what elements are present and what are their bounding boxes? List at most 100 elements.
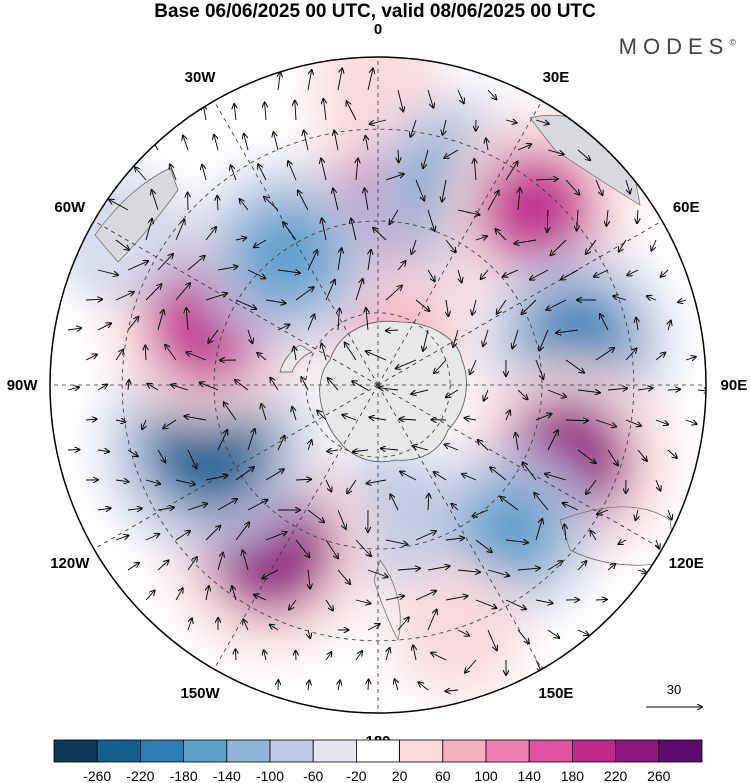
wind-vector-arrow — [265, 469, 284, 481]
wind-vector-arrow — [307, 509, 324, 522]
wind-vector-arrow — [547, 629, 559, 638]
wind-vector-arrow — [217, 196, 218, 211]
wind-vector-arrow — [595, 599, 607, 600]
wind-vector-arrow — [265, 300, 286, 303]
wind-vector-arrow — [397, 89, 403, 111]
wind-vector-arrow — [373, 228, 387, 241]
wind-vector-arrow — [342, 415, 357, 421]
colorbar-swatch — [485, 739, 530, 763]
wind-vector-arrow — [187, 504, 207, 511]
colorbar-swatch — [183, 739, 228, 763]
wind-vector-arrow — [505, 599, 526, 609]
wind-vector-arrow — [535, 119, 549, 124]
wind-vector-arrow — [661, 269, 669, 277]
wind-vector-arrow — [67, 387, 79, 390]
wind-vector-arrow — [595, 419, 616, 427]
wind-vector-arrow — [457, 570, 480, 572]
wind-vector-arrow — [517, 144, 531, 151]
wind-vector-arrow — [217, 430, 227, 451]
south-america-tip — [94, 167, 179, 263]
wind-vector-arrow — [415, 299, 429, 311]
wind-vector-arrow — [487, 569, 509, 576]
wind-vector-arrow — [337, 509, 346, 529]
wind-vector-arrow — [474, 159, 476, 181]
wind-vector-arrow — [427, 269, 435, 281]
wind-vector-arrow — [262, 569, 279, 578]
wind-vector-arrow — [577, 390, 600, 393]
wind-vector-arrow — [443, 119, 446, 135]
wind-vector-arrow — [550, 239, 567, 255]
anomaly-core — [478, 152, 594, 267]
wind-vector-arrow — [465, 659, 477, 673]
wind-vector-arrow — [258, 164, 267, 181]
wind-vector-arrow — [170, 165, 177, 181]
wind-vector-arrow — [446, 389, 459, 397]
wind-vector-arrow — [431, 653, 447, 661]
wind-vector-arrow — [273, 132, 279, 151]
colorbar-swatch — [226, 739, 271, 763]
wind-vector-arrow — [205, 475, 228, 481]
wind-vector-arrow — [338, 309, 339, 331]
wind-vector-arrow — [175, 479, 195, 484]
wind-vector-arrow — [561, 269, 579, 280]
wind-vector-arrow — [637, 388, 652, 390]
wind-vector-arrow — [321, 159, 327, 181]
wind-vector-arrow — [232, 586, 237, 601]
wind-vector-arrow — [655, 353, 665, 361]
longitude-label: 90E — [721, 377, 748, 394]
wind-vector-arrow — [171, 385, 189, 391]
wind-vector-arrow — [500, 497, 519, 511]
wind-vector-arrow — [523, 462, 537, 481]
colorbar-swatch — [615, 739, 660, 763]
wind-vector-arrow — [247, 269, 265, 278]
wind-vector-arrow — [577, 629, 589, 635]
wind-vector-arrow — [484, 389, 489, 401]
wind-vector-arrow — [240, 199, 249, 211]
wind-vector-arrow — [254, 239, 267, 247]
reference-vector: 30 — [646, 682, 702, 707]
wind-vector-arrow — [415, 531, 436, 541]
wind-vector-arrow — [472, 299, 477, 315]
wind-vector-arrow — [85, 419, 97, 420]
wind-vector-arrow — [487, 629, 497, 650]
wind-vector-arrow — [368, 250, 371, 271]
wind-vector-arrow — [475, 599, 496, 608]
wind-vector-arrow — [398, 149, 399, 162]
wind-vector-arrow — [465, 418, 477, 420]
wind-vector-arrow — [127, 449, 138, 456]
wind-vector-arrow — [495, 229, 507, 241]
wind-vector-arrow — [307, 314, 314, 331]
wind-vector-arrow — [445, 690, 459, 691]
wind-vector-arrow — [325, 652, 331, 661]
wind-vector-arrow — [289, 599, 297, 610]
wind-vector-arrow — [547, 209, 548, 232]
colorbar-tick-label: 20 — [392, 768, 408, 783]
wind-vector-arrow — [419, 682, 429, 691]
wind-vector-arrow — [473, 509, 489, 516]
wind-vector-arrow — [288, 161, 297, 181]
wind-vector-arrow — [235, 299, 256, 309]
wind-vector-arrow — [235, 238, 246, 240]
wind-vector-arrow — [547, 389, 566, 397]
wind-vector-arrow — [355, 539, 371, 556]
wind-vector-arrow — [521, 299, 537, 314]
wind-vector-arrow — [323, 99, 326, 121]
wind-vector-arrow — [165, 345, 177, 361]
wind-vector-arrow — [535, 179, 558, 180]
colorbar-swatch — [312, 739, 357, 763]
map-title: Base 06/06/2025 00 UTC, valid 08/06/2025… — [154, 1, 596, 22]
wind-vector-arrow — [564, 524, 566, 541]
wind-vector-arrow — [563, 503, 579, 511]
wind-vector-arrow — [308, 629, 310, 638]
wind-vector-arrow — [577, 149, 590, 160]
wind-vector-arrow — [445, 239, 456, 252]
wind-vector-arrow — [97, 323, 111, 331]
wind-vector-arrow — [434, 359, 447, 373]
wind-vector-arrow — [385, 539, 408, 545]
reference-vector-label: 30 — [667, 682, 681, 697]
wind-vector-arrow — [486, 138, 488, 151]
wind-vector-arrow — [636, 318, 638, 331]
wind-vector-arrow — [427, 209, 435, 231]
graticule — [50, 57, 706, 713]
wind-vector-arrow — [600, 314, 609, 331]
